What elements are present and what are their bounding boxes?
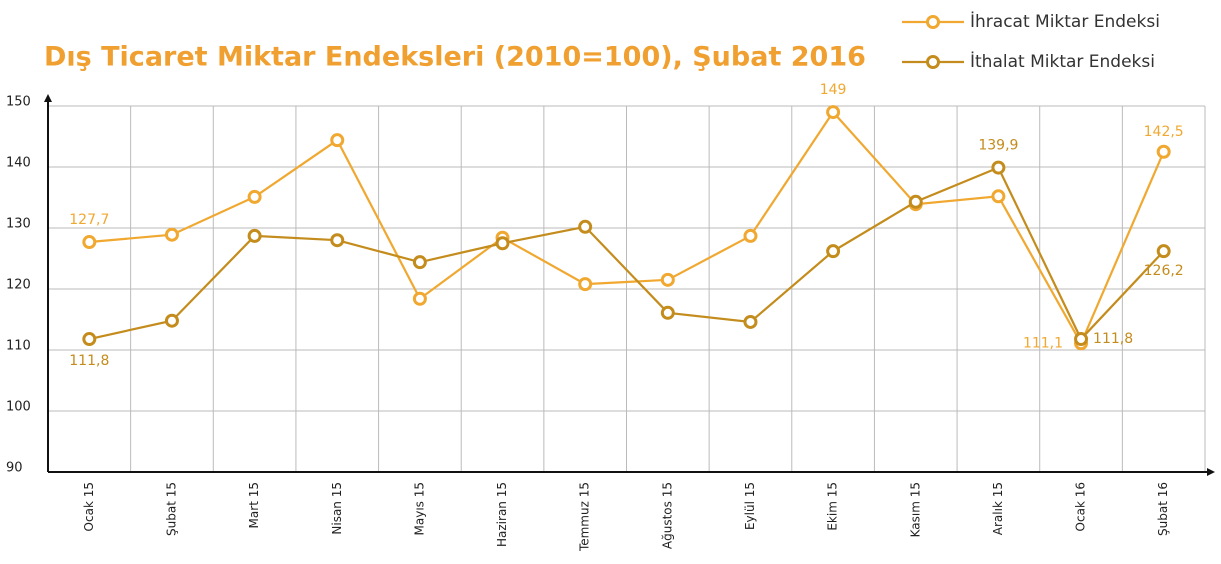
series-line <box>89 110 1165 346</box>
point-marker <box>1156 244 1171 259</box>
y-tick-label: 90 <box>6 461 23 476</box>
y-tick-label: 140 <box>6 156 31 171</box>
point-marker <box>412 255 427 270</box>
point-marker <box>908 194 923 209</box>
legend-label: İthalat Miktar Endeksi <box>970 51 1155 72</box>
value-label: 142,5 <box>1144 124 1184 140</box>
x-axis-arrow <box>1207 468 1215 476</box>
legend-label: İhracat Miktar Endeksi <box>970 11 1160 32</box>
y-tick-label: 130 <box>6 217 31 232</box>
y-tick-label: 120 <box>6 278 31 293</box>
x-tick-label: Ağustos 15 <box>660 482 674 549</box>
x-tick-label: Haziran 15 <box>495 482 509 547</box>
point-marker <box>991 189 1006 204</box>
point-marker <box>1074 332 1089 347</box>
point-marker <box>412 291 427 306</box>
value-label: 111,8 <box>1093 331 1133 347</box>
x-tick-label: Mayıs 15 <box>412 482 426 535</box>
point-marker <box>164 313 179 328</box>
series-line <box>89 166 1165 341</box>
point-marker <box>826 244 841 259</box>
legend-marker <box>926 55 940 69</box>
point-marker <box>743 314 758 329</box>
point-marker <box>247 189 262 204</box>
point-marker <box>743 228 758 243</box>
y-tick-label: 100 <box>6 400 31 415</box>
x-tick-label: Nisan 15 <box>330 482 344 535</box>
point-marker <box>578 219 593 234</box>
point-marker <box>660 272 675 287</box>
point-marker <box>578 277 593 292</box>
value-label: 111,1 <box>1023 335 1063 351</box>
point-marker <box>330 233 345 248</box>
point-marker <box>164 227 179 242</box>
x-tick-label: Temmuz 15 <box>578 482 592 552</box>
legend-marker <box>926 15 940 29</box>
point-marker <box>826 105 841 120</box>
value-label: 149 <box>820 82 847 98</box>
point-marker <box>330 133 345 148</box>
y-tick-label: 110 <box>6 339 31 354</box>
x-tick-label: Aralık 15 <box>991 482 1005 535</box>
x-tick-label: Mart 15 <box>247 482 261 528</box>
x-tick-label: Kasım 15 <box>908 482 922 537</box>
value-label: 139,9 <box>978 138 1018 154</box>
x-tick-label: Şubat 16 <box>1156 482 1170 536</box>
x-tick-label: Şubat 15 <box>164 482 178 536</box>
point-marker <box>1156 144 1171 159</box>
point-marker <box>247 228 262 243</box>
y-axis-arrow <box>44 94 52 102</box>
point-marker <box>82 235 97 250</box>
x-tick-label: Ocak 15 <box>82 482 96 531</box>
x-tick-label: Eylül 15 <box>743 482 757 530</box>
x-tick-label: Ekim 15 <box>826 482 840 531</box>
y-tick-label: 150 <box>6 95 31 110</box>
point-marker <box>82 332 97 347</box>
value-label: 127,7 <box>69 212 109 228</box>
chart-title: Dış Ticaret Miktar Endeksleri (2010=100)… <box>44 42 866 73</box>
value-label: 126,2 <box>1144 263 1184 279</box>
point-marker <box>660 305 675 320</box>
point-marker <box>495 236 510 251</box>
value-label: 111,8 <box>69 353 109 369</box>
point-marker <box>991 160 1006 175</box>
x-tick-label: Ocak 16 <box>1074 482 1088 531</box>
